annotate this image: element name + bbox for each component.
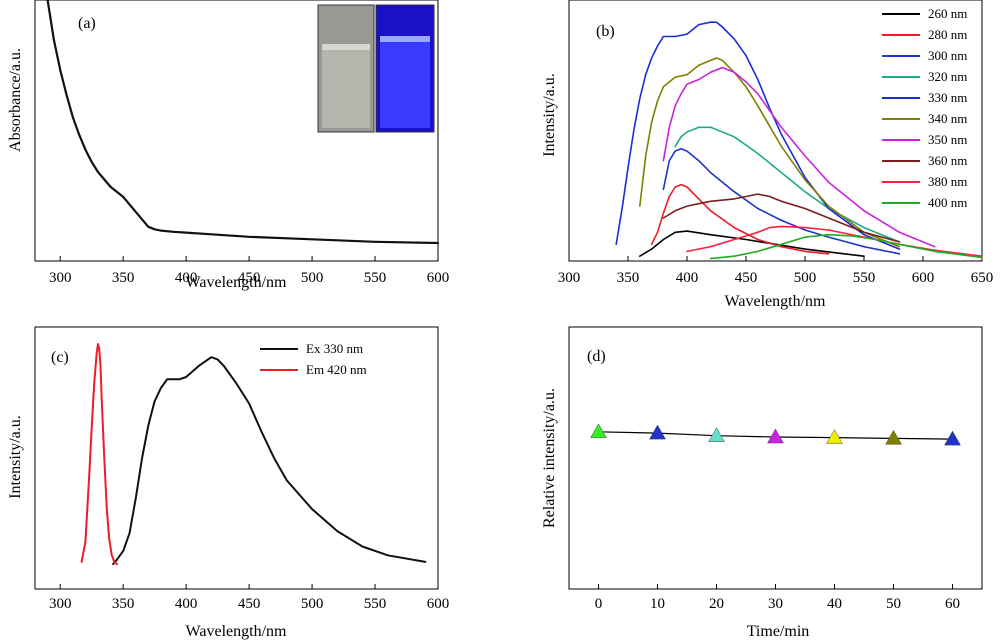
panel-a-plot: 300 350 400 450 500 550 600 (46, 0, 450, 286)
panel-a-inset-photo (317, 4, 435, 133)
panel-b-label: (b) (596, 23, 615, 40)
panel-b-xtick-label: 400 (676, 270, 699, 286)
legend-label: 350 nm (928, 132, 967, 147)
panel-b-xtick-label: 350 (617, 270, 640, 286)
legend-label: 280 nm (928, 27, 967, 42)
panel-a-xtick-label: 400 (175, 270, 198, 286)
panel-c-series-line-0 (112, 356, 427, 566)
panel-a-xtick-label: 300 (49, 270, 72, 286)
panel-b-series-line-3 (674, 126, 901, 243)
panel-c-xtick-label: 600 (427, 596, 450, 612)
panel-b-series-line-4 (615, 21, 901, 250)
panel-c-legend: Ex 330 nm Em 420 nm (260, 341, 367, 377)
panel-c-xtick-label: 500 (301, 596, 324, 612)
panel-d-xtick-label: 0 (595, 596, 603, 612)
vial-daylight-meniscus (322, 44, 370, 50)
panel-d-ylabel: Relative intensity/a.u. (541, 388, 558, 528)
legend-label: 380 nm (928, 174, 967, 189)
panel-d-triangle-marker (649, 424, 666, 440)
panel-c-ylabel: Intensity/a.u. (7, 415, 24, 499)
panel-c: (c) Wavelength/nm Intensity/a.u. (7, 326, 439, 640)
panel-a-xtick-label: 350 (112, 270, 135, 286)
panel-b-xtick-label: 550 (853, 270, 876, 286)
panel-a-ylabel: Absorbance/a.u. (7, 48, 24, 152)
panel-b-series-line-5 (638, 57, 901, 248)
panel-d-xtick-label: 20 (709, 596, 724, 612)
legend-label: 260 nm (928, 6, 967, 21)
panel-a-axes-frame (34, 0, 439, 262)
panel-c-axes-frame (34, 326, 439, 590)
panel-a-xtick-label: 500 (301, 270, 324, 286)
panel-d-xlabel: Time/min (747, 623, 810, 640)
panel-d-axes-frame (568, 326, 983, 590)
panel-b-series-line-9 (709, 233, 983, 260)
panel-b-xtick-label: 500 (794, 270, 817, 286)
panel-c-xtick-label: 550 (364, 596, 387, 612)
panel-b-legend: 260 nm 280 nm 300 nm 320 nm 330 nm 340 nm 350 … (882, 6, 967, 210)
panel-a-xtick-label: 600 (427, 270, 450, 286)
panel-b-xtick-label: 300 (558, 270, 581, 286)
panel-b-series-line-2 (662, 148, 901, 255)
panel-d-xtick-label: 30 (768, 596, 783, 612)
panel-a-label: (a) (78, 15, 96, 32)
panel-b-series-line-7 (662, 193, 901, 243)
legend-label: 320 nm (928, 69, 967, 84)
panel-b: (b) Wavelength/nm Intensity/a.u. (541, 0, 983, 310)
panel-b-xlabel: Wavelength/nm (725, 293, 826, 310)
panel-d-plot: 0 10 20 30 40 50 60 (590, 423, 961, 612)
panel-d-triangle-marker (767, 428, 784, 444)
legend-label: Ex 330 nm (306, 341, 363, 356)
panel-c-xtick-label: 400 (175, 596, 198, 612)
legend-label: 360 nm (928, 153, 967, 168)
panel-a-xtick-label: 450 (238, 270, 261, 286)
panel-d: (d) Time/min Relative intensity/a.u. (541, 326, 983, 640)
panel-d-triangle-marker (885, 429, 902, 445)
panel-d-triangle-marker (590, 423, 607, 438)
panel-c-series-line-1 (80, 343, 118, 566)
panel-d-xtick-label: 50 (886, 596, 901, 612)
panel-a-xlabel: Wavelength/nm (186, 274, 287, 291)
panel-c-label: (c) (51, 349, 69, 366)
vial-uv-liquid (380, 40, 430, 128)
panel-c-plot: 300 350 400 450 500 550 600 Ex 330 nm Em 420 nm (49, 341, 449, 612)
panel-b-xtick-label: 450 (735, 270, 758, 286)
panel-a-series-line-0 (46, 0, 440, 245)
panel-d-label: (d) (587, 348, 606, 365)
panel-a: (a) Wavelength/nm Absorbance/a.u. (7, 0, 439, 291)
panel-a-xtick-label: 550 (364, 270, 387, 286)
vial-daylight-liquid (322, 48, 370, 128)
legend-label: 330 nm (928, 90, 967, 105)
panel-b-xtick-label: 600 (912, 270, 935, 286)
panel-b-series-line-6 (662, 66, 936, 248)
panel-d-xtick-label: 10 (650, 596, 665, 612)
panel-d-triangle-marker (826, 429, 843, 444)
panel-b-series-line-0 (638, 230, 865, 258)
legend-label: 340 nm (928, 111, 967, 126)
panel-d-xtick-label: 40 (827, 596, 842, 612)
legend-label: 300 nm (928, 48, 967, 63)
panel-c-xtick-label: 450 (238, 596, 261, 612)
panel-d-xtick-label: 60 (945, 596, 960, 612)
panel-b-plot: 300 350 400 450 500 550 600 650 260 nm 280 nm 300 … (558, 6, 994, 286)
vial-uv-meniscus (380, 36, 430, 42)
panel-d-triangle-marker (708, 427, 725, 442)
panel-c-xtick-label: 300 (49, 596, 72, 612)
panel-b-axes-frame (568, 0, 983, 262)
panel-b-ylabel: Intensity/a.u. (541, 73, 558, 157)
legend-label: 400 nm (928, 195, 967, 210)
panel-d-triangle-marker (944, 430, 961, 446)
panel-c-xlabel: Wavelength/nm (186, 623, 287, 640)
legend-label: Em 420 nm (306, 362, 367, 377)
panel-b-xtick-label: 650 (971, 270, 994, 286)
panel-c-xtick-label: 350 (112, 596, 135, 612)
